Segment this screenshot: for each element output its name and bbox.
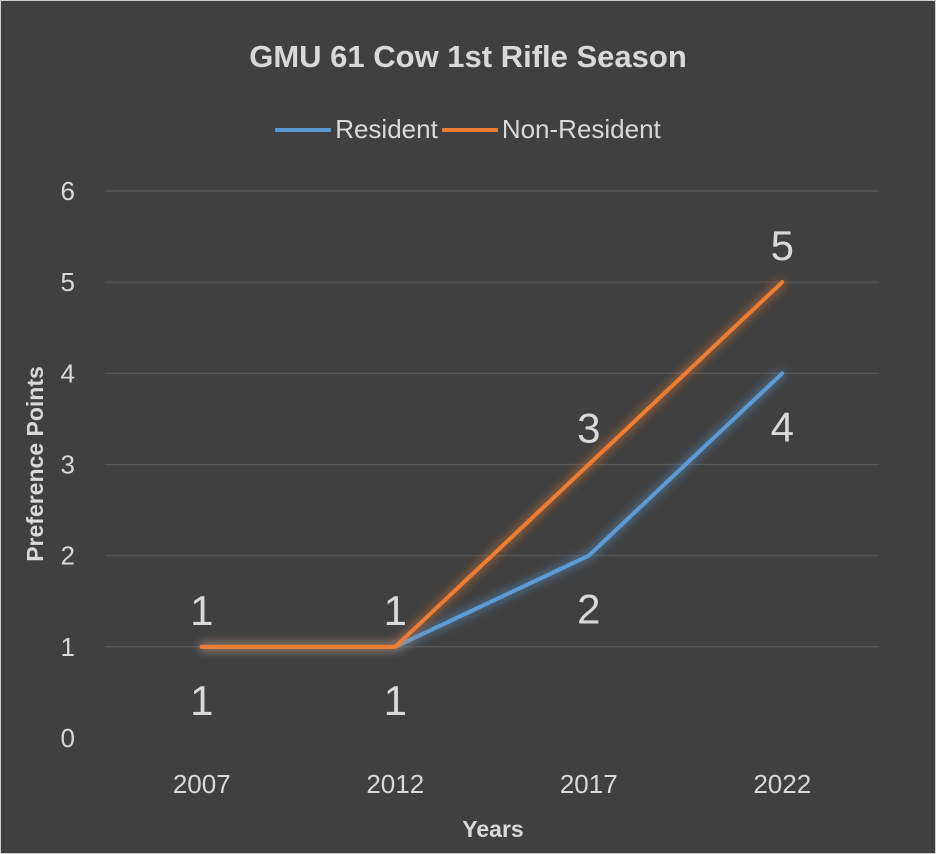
y-tick-label: 3 [61,450,75,480]
legend-swatch-non-resident [441,127,498,132]
chart-legend: Resident Non-Resident [1,114,935,145]
x-tick-label: 2007 [173,769,231,799]
legend-label-resident: Resident [335,114,438,144]
x-axis-title: Years [462,816,523,842]
data-label: 4 [771,403,794,450]
y-tick-label: 2 [61,541,75,571]
chart-title: GMU 61 Cow 1st Rifle Season [249,39,687,74]
data-label: 1 [190,677,213,724]
legend-item-non-resident: Non-Resident [441,114,661,145]
data-label: 5 [771,222,794,269]
y-tick-label: 1 [61,632,75,662]
data-label: 1 [384,677,407,724]
y-tick-label: 4 [61,358,75,388]
legend-item-resident: Resident [275,114,438,145]
data-label: 3 [577,405,600,452]
x-tick-label: 2017 [560,769,618,799]
series-line-resident [199,371,785,649]
series-line-non-resident [199,280,785,649]
data-label: 1 [190,587,213,634]
data-label: 1 [384,587,407,634]
x-tick-label: 2012 [366,769,424,799]
data-label: 2 [577,586,600,633]
x-tick-label: 2022 [753,769,811,799]
y-tick-label: 5 [61,267,75,297]
legend-label-non-resident: Non-Resident [501,114,661,144]
legend-swatch-resident [275,127,332,132]
y-axis-title: Preference Points [22,366,48,562]
y-tick-label: 0 [61,723,75,753]
y-tick-label: 6 [61,176,75,206]
